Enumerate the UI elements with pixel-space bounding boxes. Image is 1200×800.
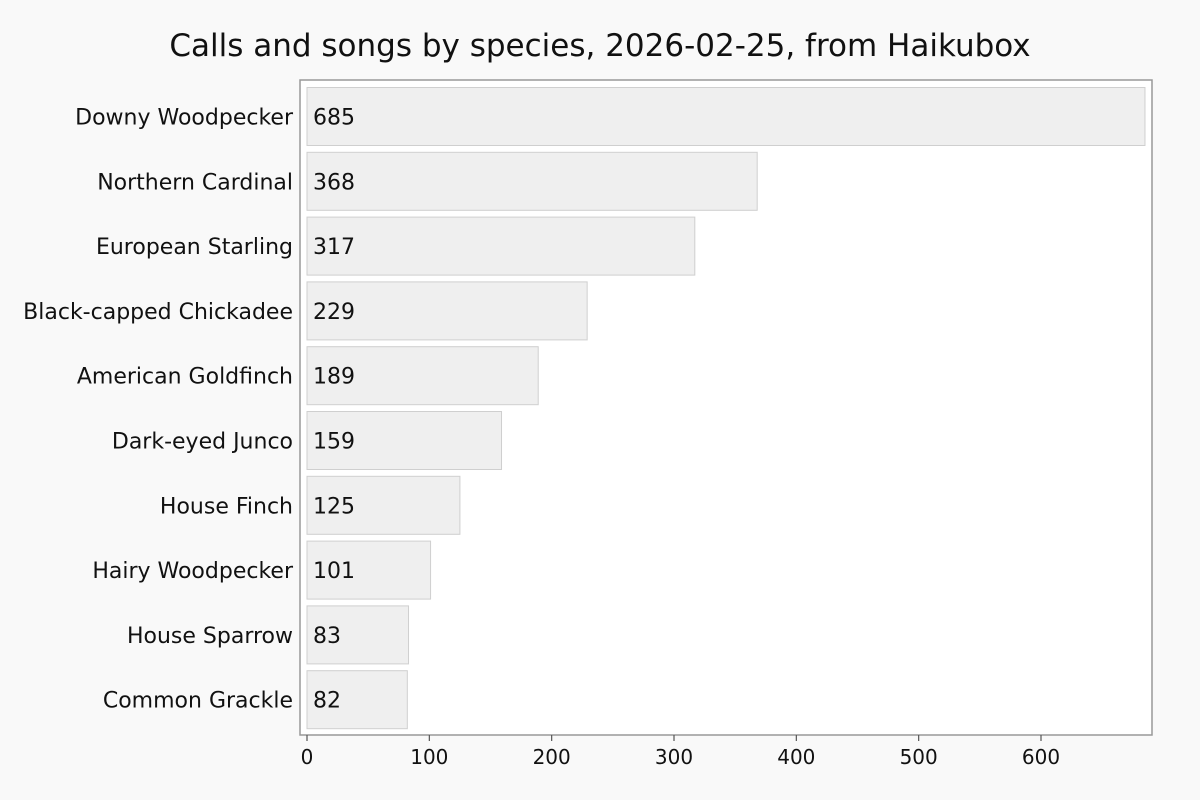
chart-title: Calls and songs by species, 2026-02-25, … (169, 28, 1030, 64)
data-label: 317 (313, 235, 355, 260)
data-label: 368 (313, 170, 355, 195)
bar (306, 346, 539, 406)
category-labels-group: Downy Woodpecker Northern Cardinal Europea… (23, 106, 294, 714)
bar (306, 411, 503, 470)
category-label: American Goldfinch (77, 365, 293, 390)
category-label: Hairy Woodpecker (92, 559, 294, 584)
data-label: 101 (313, 559, 355, 584)
bar (306, 151, 758, 211)
category-label: Northern Cardinal (97, 170, 293, 195)
x-tick-label: 300 (655, 745, 693, 769)
data-label: 229 (313, 300, 355, 325)
x-tick-label: 400 (777, 745, 815, 769)
x-tick-label: 200 (533, 745, 571, 769)
bar (306, 281, 588, 341)
bar (306, 605, 410, 665)
x-tick-label: 100 (410, 745, 448, 769)
category-label: Common Grackle (103, 689, 293, 714)
bars-group (306, 87, 1146, 730)
category-label: European Starling (96, 235, 293, 260)
bar (306, 670, 408, 730)
category-label: Black-capped Chickadee (23, 300, 293, 325)
data-label: 83 (313, 624, 341, 649)
data-label: 82 (313, 689, 341, 714)
bar (306, 216, 696, 276)
data-label: 125 (313, 494, 355, 519)
data-label: 159 (313, 430, 355, 455)
x-tick-label: 600 (1022, 745, 1060, 769)
x-tick-label: 0 (301, 745, 314, 769)
category-label: House Finch (160, 494, 293, 519)
data-labels-group: 685 368 317 229 189 159 125 101 83 82 (313, 106, 355, 714)
data-label: 189 (313, 365, 355, 390)
bar (306, 540, 432, 600)
category-label: House Sparrow (127, 624, 293, 649)
bar (306, 475, 461, 535)
x-axis: 0 100 200 300 400 500 600 (301, 735, 1060, 769)
bar (306, 87, 1146, 146)
data-label: 685 (313, 106, 355, 131)
category-label: Dark-eyed Junco (112, 430, 293, 455)
x-tick-label: 500 (900, 745, 938, 769)
category-label: Downy Woodpecker (75, 106, 294, 131)
